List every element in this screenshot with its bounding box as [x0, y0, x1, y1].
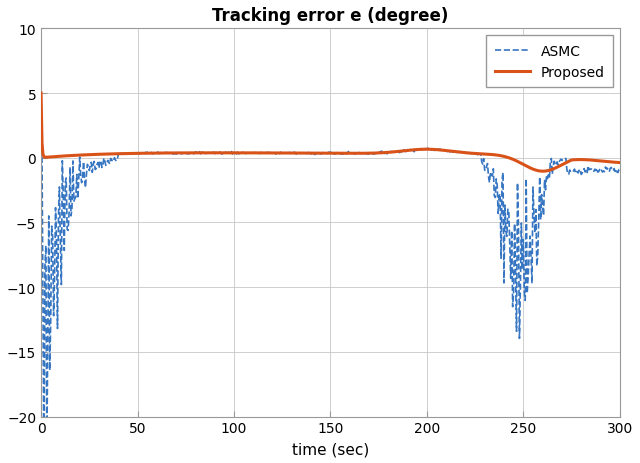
- Proposed: [473, 151, 481, 157]
- Proposed: [37, 91, 45, 97]
- Proposed: [186, 151, 194, 156]
- ASMC: [187, 150, 195, 156]
- Title: Tracking error e (degree): Tracking error e (degree): [212, 7, 449, 25]
- Proposed: [378, 150, 386, 156]
- Proposed: [424, 147, 431, 153]
- Proposed: [539, 169, 547, 175]
- ASMC: [37, 156, 45, 161]
- ASMC: [426, 147, 433, 153]
- Line: ASMC: ASMC: [41, 149, 620, 463]
- ASMC: [616, 168, 624, 174]
- Proposed: [299, 151, 307, 156]
- ASMC: [141, 151, 148, 157]
- ASMC: [424, 146, 431, 152]
- ASMC: [300, 151, 308, 156]
- Proposed: [140, 151, 147, 156]
- X-axis label: time (sec): time (sec): [292, 441, 369, 456]
- ASMC: [380, 150, 387, 156]
- Legend: ASMC, Proposed: ASMC, Proposed: [486, 36, 613, 88]
- ASMC: [475, 152, 483, 158]
- Proposed: [616, 161, 624, 166]
- Line: Proposed: Proposed: [41, 94, 620, 172]
